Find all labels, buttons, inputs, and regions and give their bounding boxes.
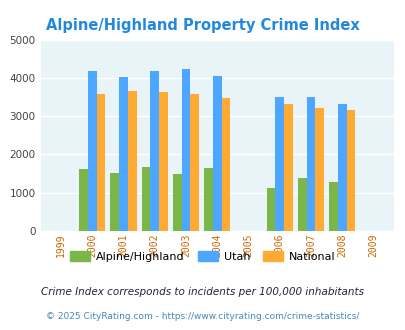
Bar xyxy=(173,174,181,231)
Bar xyxy=(337,104,346,231)
Bar xyxy=(306,97,315,231)
Bar xyxy=(181,69,190,231)
Bar xyxy=(266,188,275,231)
Bar xyxy=(204,168,212,231)
Bar xyxy=(221,98,230,231)
Bar xyxy=(328,182,337,231)
Bar xyxy=(128,91,136,231)
Bar xyxy=(284,104,292,231)
Bar xyxy=(119,77,128,231)
Text: Alpine/Highland Property Crime Index: Alpine/Highland Property Crime Index xyxy=(46,18,359,33)
Bar xyxy=(190,94,198,231)
Bar xyxy=(110,173,119,231)
Bar xyxy=(159,92,167,231)
Bar xyxy=(297,178,306,231)
Bar xyxy=(150,71,159,231)
Text: © 2025 CityRating.com - https://www.cityrating.com/crime-statistics/: © 2025 CityRating.com - https://www.city… xyxy=(46,312,359,321)
Bar xyxy=(141,167,150,231)
Bar xyxy=(346,110,354,231)
Bar xyxy=(87,71,96,231)
Bar xyxy=(96,94,105,231)
Bar xyxy=(212,76,221,231)
Text: Crime Index corresponds to incidents per 100,000 inhabitants: Crime Index corresponds to incidents per… xyxy=(41,287,364,297)
Bar xyxy=(315,108,323,231)
Bar xyxy=(79,169,87,231)
Bar xyxy=(275,97,284,231)
Legend: Alpine/Highland, Utah, National: Alpine/Highland, Utah, National xyxy=(66,247,339,266)
